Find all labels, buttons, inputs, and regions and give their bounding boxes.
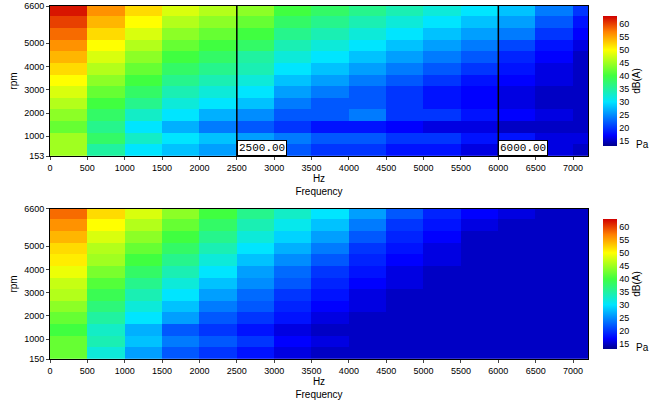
svg-text:20: 20: [619, 123, 629, 133]
svg-text:1500: 1500: [152, 163, 172, 173]
svg-text:2000: 2000: [24, 311, 44, 321]
svg-text:dB(A): dB(A): [631, 68, 642, 94]
svg-text:500: 500: [80, 163, 95, 173]
svg-text:4500: 4500: [376, 163, 396, 173]
svg-text:40: 40: [619, 71, 629, 81]
svg-text:6600: 6600: [24, 1, 44, 11]
svg-text:2000: 2000: [24, 108, 44, 118]
svg-text:6000.00: 6000.00: [500, 142, 546, 154]
svg-text:40: 40: [619, 274, 629, 284]
svg-text:1000: 1000: [115, 366, 135, 376]
svg-text:3000: 3000: [264, 163, 284, 173]
svg-text:HzFrequency: HzFrequency: [295, 376, 342, 400]
svg-text:3000: 3000: [24, 85, 44, 95]
svg-text:dB(A): dB(A): [631, 271, 642, 297]
svg-text:2500: 2500: [227, 163, 247, 173]
svg-text:5500: 5500: [451, 163, 471, 173]
svg-text:20: 20: [619, 326, 629, 336]
svg-text:2500: 2500: [227, 366, 247, 376]
svg-text:6600: 6600: [24, 204, 44, 214]
svg-text:4000: 4000: [339, 366, 359, 376]
svg-text:4000: 4000: [339, 163, 359, 173]
svg-text:30: 30: [619, 97, 629, 107]
svg-text:25: 25: [619, 313, 629, 323]
svg-text:7000: 7000: [563, 163, 583, 173]
svg-text:60: 60: [619, 222, 629, 232]
svg-text:55: 55: [619, 235, 629, 245]
svg-text:4000: 4000: [24, 62, 44, 72]
svg-text:2000: 2000: [189, 163, 209, 173]
svg-text:35: 35: [619, 287, 629, 297]
svg-text:Pa: Pa: [636, 342, 649, 353]
svg-text:HzFrequency: HzFrequency: [295, 173, 342, 197]
svg-text:25: 25: [619, 110, 629, 120]
svg-text:50: 50: [619, 45, 629, 55]
svg-text:35: 35: [619, 84, 629, 94]
svg-text:6500: 6500: [526, 366, 546, 376]
svg-text:45: 45: [619, 261, 629, 271]
svg-text:15: 15: [619, 136, 629, 146]
svg-text:153: 153: [29, 151, 44, 161]
svg-text:1500: 1500: [152, 366, 172, 376]
svg-text:0: 0: [47, 366, 52, 376]
svg-text:1000: 1000: [24, 131, 44, 141]
svg-text:3500: 3500: [302, 163, 322, 173]
svg-text:5500: 5500: [451, 366, 471, 376]
svg-text:3000: 3000: [24, 288, 44, 298]
svg-text:500: 500: [80, 366, 95, 376]
svg-text:Pa: Pa: [636, 139, 649, 150]
svg-text:5000: 5000: [24, 241, 44, 251]
svg-text:rpm: rpm: [8, 72, 19, 89]
svg-text:6000: 6000: [488, 163, 508, 173]
svg-text:2500.00: 2500.00: [239, 142, 285, 154]
svg-text:6500: 6500: [526, 163, 546, 173]
svg-text:3000: 3000: [264, 366, 284, 376]
svg-text:1000: 1000: [115, 163, 135, 173]
svg-text:0: 0: [47, 163, 52, 173]
svg-text:rpm: rpm: [8, 275, 19, 292]
svg-text:45: 45: [619, 58, 629, 68]
svg-text:6000: 6000: [488, 366, 508, 376]
svg-text:7000: 7000: [563, 366, 583, 376]
svg-text:4000: 4000: [24, 265, 44, 275]
svg-text:150: 150: [29, 354, 44, 364]
svg-text:5000: 5000: [24, 38, 44, 48]
svg-text:5000: 5000: [414, 163, 434, 173]
svg-text:60: 60: [619, 19, 629, 29]
svg-text:50: 50: [619, 248, 629, 258]
svg-text:15: 15: [619, 339, 629, 349]
svg-text:4500: 4500: [376, 366, 396, 376]
svg-text:2000: 2000: [189, 366, 209, 376]
svg-text:30: 30: [619, 300, 629, 310]
svg-text:5000: 5000: [414, 366, 434, 376]
svg-text:55: 55: [619, 32, 629, 42]
svg-text:1000: 1000: [24, 334, 44, 344]
svg-text:3500: 3500: [302, 366, 322, 376]
